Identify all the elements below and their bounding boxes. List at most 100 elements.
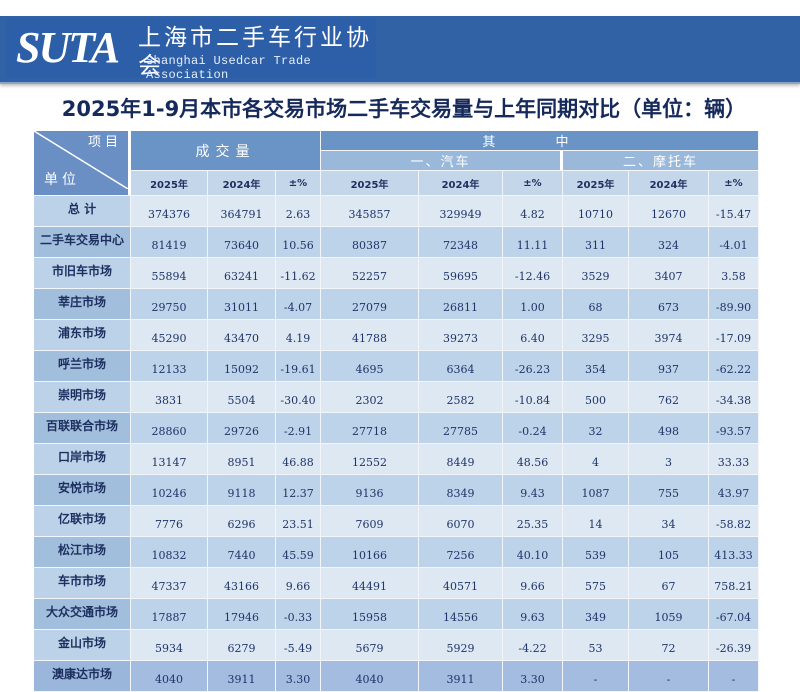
- total-change-pct: -5.49: [276, 630, 321, 661]
- total-change-pct: 12.37: [276, 475, 321, 506]
- car-2025: 80387: [321, 227, 419, 258]
- car-2025: 345857: [321, 196, 419, 227]
- car-2024: 14556: [419, 599, 503, 630]
- corner-label-item: 项目: [87, 135, 122, 150]
- car-2024: 8449: [419, 444, 503, 475]
- total-2025: 4040: [131, 661, 208, 692]
- total-2025: 12133: [131, 351, 208, 382]
- car-change-pct: 11.11: [503, 227, 563, 258]
- moto-2025: 53: [563, 630, 629, 661]
- market-name: 市旧车市场: [34, 258, 131, 289]
- car-change-pct: 25.35: [503, 506, 563, 537]
- total-change-pct: -19.61: [276, 351, 321, 382]
- car-2024: 39273: [419, 320, 503, 351]
- car-2024: 6070: [419, 506, 503, 537]
- moto-2024: 324: [629, 227, 709, 258]
- market-name: 崇明市场: [34, 382, 131, 413]
- market-name: 莘庄市场: [34, 289, 131, 320]
- market-name: 口岸市场: [34, 444, 131, 475]
- total-2024: 63241: [208, 258, 276, 289]
- market-name: 车市市场: [34, 568, 131, 599]
- moto-2025: 4: [563, 444, 629, 475]
- total-2024: 43470: [208, 320, 276, 351]
- car-change-pct: 9.63: [503, 599, 563, 630]
- total-2025: 7776: [131, 506, 208, 537]
- car-change-pct: 1.00: [503, 289, 563, 320]
- market-name: 金山市场: [34, 630, 131, 661]
- moto-2025: 539: [563, 537, 629, 568]
- market-name: 大众交通市场: [34, 599, 131, 630]
- car-change-pct: -10.84: [503, 382, 563, 413]
- total-2024: 17946: [208, 599, 276, 630]
- car-2024: 72348: [419, 227, 503, 258]
- total-2025: 10246: [131, 475, 208, 506]
- total-change-pct: 45.59: [276, 537, 321, 568]
- table-row: 浦东市场 45290 43470 4.19 41788 39273 6.40 3…: [34, 320, 759, 351]
- market-name: 二手车交易中心: [34, 227, 131, 258]
- column-header: ±%: [503, 171, 563, 196]
- car-2025: 4695: [321, 351, 419, 382]
- total-2025: 13147: [131, 444, 208, 475]
- corner-label-unit: 单位: [44, 172, 80, 188]
- car-change-pct: 4.82: [503, 196, 563, 227]
- total-2025: 29750: [131, 289, 208, 320]
- car-2025: 10166: [321, 537, 419, 568]
- moto-change-pct: -34.38: [709, 382, 759, 413]
- moto-change-pct: -4.01: [709, 227, 759, 258]
- moto-2024: -: [629, 661, 709, 692]
- market-name: 松江市场: [34, 537, 131, 568]
- total-2025: 10832: [131, 537, 208, 568]
- car-2025: 2302: [321, 382, 419, 413]
- moto-2025: 3295: [563, 320, 629, 351]
- moto-change-pct: 43.97: [709, 475, 759, 506]
- column-header: 2024年: [629, 171, 709, 196]
- car-change-pct: -4.22: [503, 630, 563, 661]
- moto-change-pct: 33.33: [709, 444, 759, 475]
- moto-change-pct: -: [709, 661, 759, 692]
- moto-2024: 34: [629, 506, 709, 537]
- car-2025: 52257: [321, 258, 419, 289]
- moto-change-pct: -89.90: [709, 289, 759, 320]
- market-name: 总 计: [34, 196, 131, 227]
- total-2024: 7440: [208, 537, 276, 568]
- car-2024: 8349: [419, 475, 503, 506]
- transaction-table: 项目 单位 成交量 其 中 一、汽车 二、摩托车 2025年 2024年 ±% …: [34, 131, 759, 692]
- car-2024: 40571: [419, 568, 503, 599]
- car-2024: 27785: [419, 413, 503, 444]
- market-name: 浦东市场: [34, 320, 131, 351]
- market-name: 安悦市场: [34, 475, 131, 506]
- column-header: ±%: [276, 171, 321, 196]
- column-header: 2024年: [419, 171, 503, 196]
- total-change-pct: 3.30: [276, 661, 321, 692]
- moto-2024: 498: [629, 413, 709, 444]
- market-name: 呼兰市场: [34, 351, 131, 382]
- moto-2024: 937: [629, 351, 709, 382]
- car-2025: 44491: [321, 568, 419, 599]
- column-header: 2025年: [131, 171, 208, 196]
- car-2025: 41788: [321, 320, 419, 351]
- column-header: 2024年: [208, 171, 276, 196]
- market-name: 澳康达市场: [34, 661, 131, 692]
- corner-header: 项目 单位: [34, 131, 131, 196]
- moto-change-pct: -93.57: [709, 413, 759, 444]
- moto-change-pct: -67.04: [709, 599, 759, 630]
- total-2024: 6296: [208, 506, 276, 537]
- car-change-pct: 40.10: [503, 537, 563, 568]
- moto-change-pct: 3.58: [709, 258, 759, 289]
- org-name-chinese: 上海市二手车行业协会: [138, 25, 372, 79]
- car-change-pct: -26.23: [503, 351, 563, 382]
- car-2025: 7609: [321, 506, 419, 537]
- car-2025: 5679: [321, 630, 419, 661]
- total-2025: 47337: [131, 568, 208, 599]
- total-change-pct: -2.91: [276, 413, 321, 444]
- total-2025: 17887: [131, 599, 208, 630]
- table-row: 口岸市场 13147 8951 46.88 12552 8449 48.56 4…: [34, 444, 759, 475]
- moto-2024: 3407: [629, 258, 709, 289]
- moto-2025: 3529: [563, 258, 629, 289]
- total-change-pct: 23.51: [276, 506, 321, 537]
- moto-2025: 311: [563, 227, 629, 258]
- total-2025: 374376: [131, 196, 208, 227]
- group-header-total: 成交量: [131, 131, 321, 171]
- table-row: 松江市场 10832 7440 45.59 10166 7256 40.10 5…: [34, 537, 759, 568]
- moto-2024: 67: [629, 568, 709, 599]
